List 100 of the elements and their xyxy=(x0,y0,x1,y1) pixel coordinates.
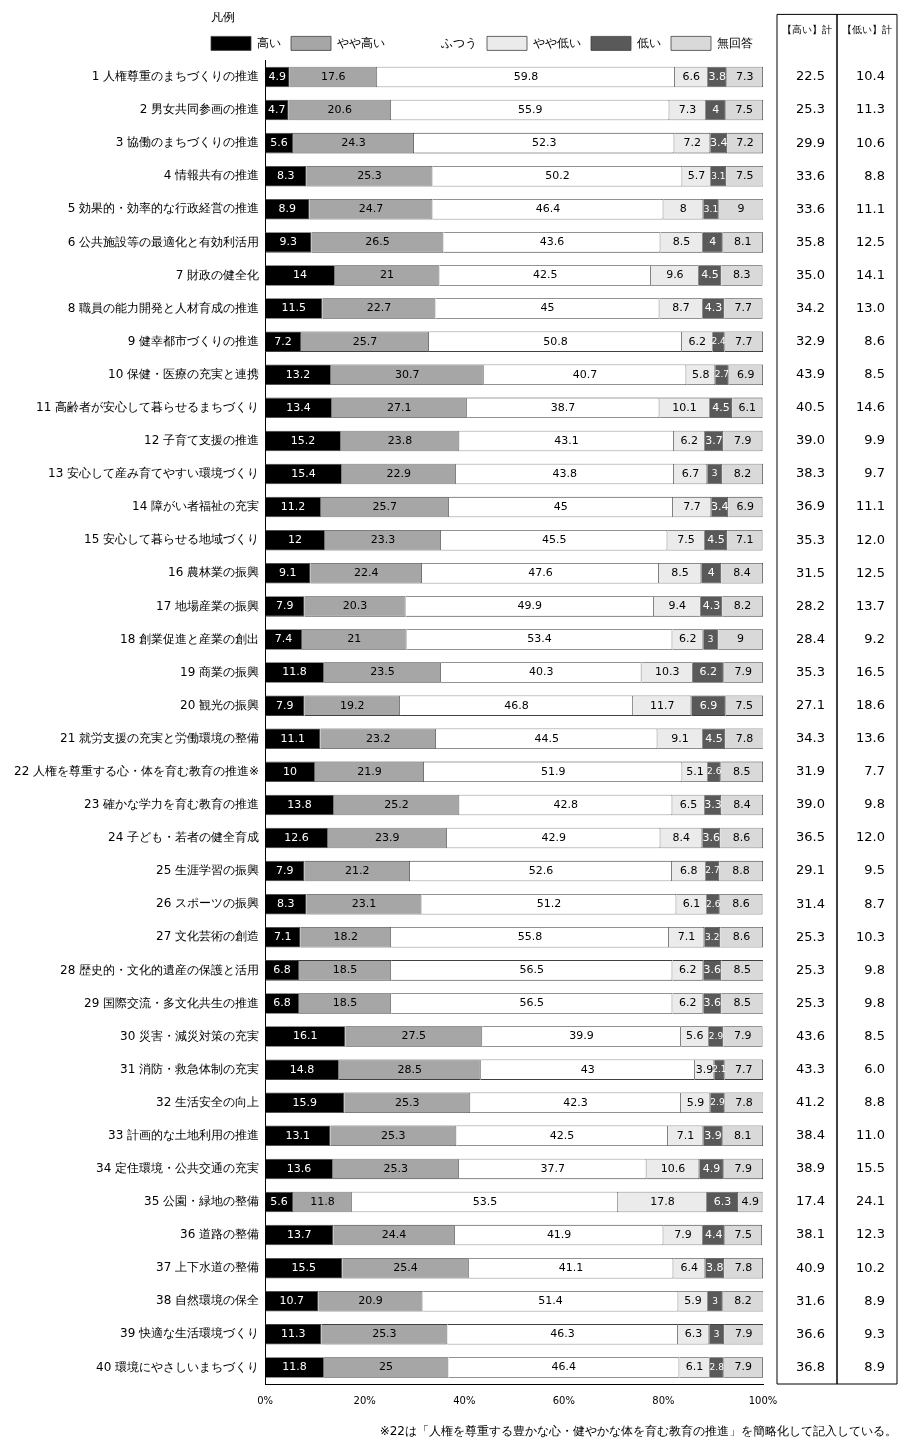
text: 22.5 xyxy=(796,68,825,84)
text: 8.9 xyxy=(864,1292,885,1308)
data-label: 51.9 xyxy=(540,764,566,778)
text: 6.0 xyxy=(864,1061,885,1077)
data-label: 7.8 xyxy=(734,1261,753,1275)
y-tick-label: 37 上下水道の整備 xyxy=(156,1260,260,1275)
data-label: 6.2 xyxy=(699,665,717,679)
y-tick-label: 35 公園・緑地の整備 xyxy=(144,1194,260,1209)
data-label: 56.5 xyxy=(519,996,544,1010)
text: 8.5 xyxy=(864,366,885,382)
data-label: 3.6 xyxy=(703,996,721,1010)
data-label: 15.9 xyxy=(292,1095,317,1109)
data-label: 7.5 xyxy=(735,102,754,116)
text: 8.8 xyxy=(864,167,885,183)
text: 25.3 xyxy=(796,928,825,944)
x-tick-label: 40% xyxy=(453,1394,476,1406)
text: 13.0 xyxy=(856,299,885,315)
data-label: 27.1 xyxy=(387,400,412,414)
text: 31.9 xyxy=(796,763,825,779)
data-label: 9.3 xyxy=(279,235,298,249)
data-label: 18.2 xyxy=(333,930,359,944)
data-label: 40.7 xyxy=(572,367,598,381)
data-label: 50.8 xyxy=(543,334,568,348)
data-label: 8.1 xyxy=(734,1128,752,1142)
data-label: 5.9 xyxy=(686,1095,705,1109)
data-label: 7.7 xyxy=(735,334,753,348)
data-label: 10.3 xyxy=(654,665,680,679)
data-label: 55.8 xyxy=(517,930,543,944)
y-tick-label: 8 職員の能力開発と人材育成の推進 xyxy=(67,300,260,315)
text: 31.4 xyxy=(796,895,825,911)
text: 24.1 xyxy=(856,1193,885,1209)
data-label: 8.4 xyxy=(733,797,751,811)
data-label: 7.9 xyxy=(735,1327,753,1341)
data-label: 23.2 xyxy=(365,731,391,745)
text: 43.9 xyxy=(796,366,825,382)
data-label: 9 xyxy=(737,632,745,646)
y-tick-label: 19 商業の振興 xyxy=(180,664,260,679)
data-label: 4.9 xyxy=(268,69,287,83)
text: 9.5 xyxy=(864,862,885,878)
text: 11.1 xyxy=(856,200,885,216)
legend-label: 高い xyxy=(257,35,281,50)
data-label: 3.8 xyxy=(705,1261,724,1275)
text: 41.2 xyxy=(796,1094,825,1110)
legend-label: やや低い xyxy=(533,35,581,50)
data-label: 45 xyxy=(540,301,555,315)
data-label: 43 xyxy=(580,1062,595,1076)
data-label: 15.5 xyxy=(291,1261,316,1275)
data-label: 12 xyxy=(288,533,303,547)
data-label: 11.8 xyxy=(282,1360,307,1374)
data-label: 6.9 xyxy=(737,367,755,381)
data-label: 3 xyxy=(711,468,718,479)
y-tick-label: 18 創業促進と産業の創出 xyxy=(120,631,260,646)
data-label: 39.9 xyxy=(569,1029,594,1043)
data-label: 7.4 xyxy=(274,632,293,646)
y-tick-label: 34 定住環境・公共交通の充実 xyxy=(96,1161,260,1176)
data-label: 8.9 xyxy=(278,202,297,216)
data-label: 7.2 xyxy=(683,135,702,149)
data-label: 8.6 xyxy=(732,897,750,911)
text: 35.0 xyxy=(796,266,825,282)
data-label: 7.1 xyxy=(677,930,696,944)
text: 8.8 xyxy=(864,1094,885,1110)
data-label: 28.5 xyxy=(397,1062,423,1076)
data-label: 50.2 xyxy=(545,169,570,183)
data-label: 53.4 xyxy=(527,632,552,646)
data-label: 41.9 xyxy=(546,1227,572,1241)
data-label: 8.1 xyxy=(734,235,752,249)
data-label: 6.2 xyxy=(679,963,697,977)
text: 14.1 xyxy=(856,266,885,282)
data-label: 11.8 xyxy=(310,1194,335,1208)
data-label: 25.3 xyxy=(383,1161,409,1175)
data-label: 23.3 xyxy=(370,533,396,547)
y-tick-label: 16 農林業の振興 xyxy=(168,565,260,580)
y-tick-label: 28 歴史的・文化的遺産の保護と活用 xyxy=(60,962,260,977)
data-label: 5.7 xyxy=(687,169,706,183)
y-tick-label: 20 観光の振興 xyxy=(180,697,260,712)
text: 34.3 xyxy=(796,730,825,746)
data-label: 7.1 xyxy=(274,930,292,944)
y-tick-label: 11 高齢者が安心して暮らせるまちづくり xyxy=(36,399,260,414)
data-label: 45 xyxy=(553,499,568,513)
data-label: 6.1 xyxy=(682,897,701,911)
data-label: 21 xyxy=(347,632,362,646)
data-label: 7.9 xyxy=(734,1360,753,1374)
data-label: 7.8 xyxy=(735,731,754,745)
y-tick-label: 39 快適な生活環境づくり xyxy=(120,1326,260,1341)
data-label: 18.5 xyxy=(332,996,358,1010)
data-label: 25 xyxy=(379,1360,394,1374)
data-label: 20.6 xyxy=(327,102,353,116)
data-label: 23.9 xyxy=(375,830,400,844)
data-label: 5.6 xyxy=(270,1194,288,1208)
text: 43.3 xyxy=(796,1061,825,1077)
data-label: 8.2 xyxy=(733,599,752,613)
data-label: 19.2 xyxy=(340,698,365,712)
data-label: 17.6 xyxy=(321,69,346,83)
data-label: 4.4 xyxy=(704,1227,723,1241)
data-label: 2.4 xyxy=(711,336,727,347)
x-tick-label: 20% xyxy=(353,1394,376,1406)
text: 18.6 xyxy=(856,697,885,713)
text: 27.1 xyxy=(796,697,825,713)
data-label: 8.8 xyxy=(732,863,750,877)
text: 25.3 xyxy=(796,961,825,977)
